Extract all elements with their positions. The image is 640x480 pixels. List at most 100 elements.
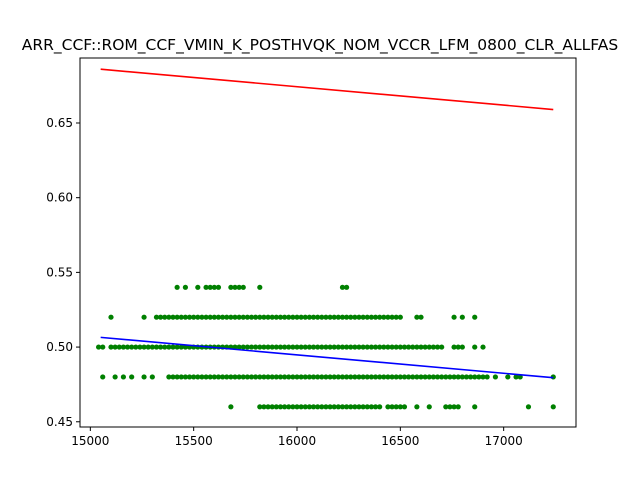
data-point — [356, 314, 362, 320]
data-point — [240, 344, 246, 350]
data-point — [166, 314, 172, 320]
trend-lines — [100, 68, 554, 379]
data-point — [389, 314, 395, 320]
data-point — [290, 314, 296, 320]
data-point — [306, 404, 312, 410]
data-point — [439, 374, 445, 380]
data-point — [459, 344, 465, 350]
data-point — [352, 404, 358, 410]
data-point — [141, 374, 147, 380]
data-point — [455, 374, 461, 380]
data-point — [282, 344, 288, 350]
data-point — [261, 374, 267, 380]
data-point — [368, 404, 374, 410]
data-point — [224, 374, 230, 380]
data-point — [162, 344, 168, 350]
data-point — [397, 404, 403, 410]
data-point — [315, 344, 321, 350]
data-point — [145, 344, 151, 350]
data-point — [344, 404, 350, 410]
data-point — [397, 374, 403, 380]
data-point — [141, 344, 147, 350]
data-point — [112, 374, 118, 380]
data-point — [277, 404, 284, 410]
data-point — [207, 314, 213, 320]
data-point — [220, 374, 226, 380]
data-point — [418, 374, 424, 380]
data-point — [430, 374, 436, 380]
data-point — [178, 344, 184, 350]
data-point — [472, 374, 478, 380]
data-point — [356, 344, 362, 350]
data-point — [290, 404, 296, 410]
data-point — [430, 344, 436, 350]
data-point — [203, 284, 209, 290]
data-point — [286, 344, 292, 350]
data-point — [492, 374, 498, 380]
x-tick-label: 16500 — [381, 434, 419, 448]
x-tick-label: 15500 — [175, 434, 213, 448]
data-point — [129, 344, 135, 350]
data-point — [327, 344, 333, 350]
data-point — [331, 374, 337, 380]
data-point — [286, 374, 292, 380]
data-point — [207, 284, 213, 290]
data-point — [480, 374, 486, 380]
data-point — [414, 314, 420, 320]
data-point — [480, 344, 486, 350]
data-point — [368, 344, 374, 350]
data-point — [414, 344, 420, 350]
data-point — [323, 344, 329, 350]
data-point — [257, 284, 263, 290]
data-point — [393, 404, 399, 410]
data-point — [372, 404, 379, 410]
data-point — [129, 374, 135, 380]
data-point — [178, 374, 184, 380]
data-point — [327, 314, 333, 320]
data-point — [459, 374, 465, 380]
data-point — [360, 374, 366, 380]
data-point — [339, 344, 346, 350]
data-point — [410, 344, 416, 350]
data-point — [261, 314, 267, 320]
data-point — [339, 404, 346, 410]
data-point — [339, 374, 346, 380]
data-point — [339, 284, 346, 290]
data-point — [306, 344, 312, 350]
data-point — [228, 314, 234, 320]
data-point — [298, 404, 304, 410]
data-point — [195, 284, 201, 290]
data-point — [282, 374, 288, 380]
data-point — [434, 344, 441, 350]
data-point — [377, 374, 383, 380]
data-point — [344, 374, 350, 380]
data-point — [211, 284, 217, 290]
data-point — [360, 344, 366, 350]
data-point — [377, 404, 383, 410]
data-point — [372, 344, 379, 350]
data-point — [348, 374, 354, 380]
data-point — [364, 404, 370, 410]
data-point — [372, 374, 379, 380]
trend-line-2 — [100, 336, 554, 379]
data-point — [447, 404, 453, 410]
data-point — [257, 344, 263, 350]
data-point — [120, 374, 126, 380]
data-point — [253, 344, 259, 350]
data-point — [273, 374, 279, 380]
data-point — [443, 374, 449, 380]
data-point — [472, 344, 478, 350]
data-point — [124, 344, 131, 350]
data-point — [186, 374, 193, 380]
data-point — [100, 344, 106, 350]
data-point — [294, 314, 300, 320]
data-point — [335, 344, 341, 350]
data-point — [356, 404, 362, 410]
data-point — [244, 314, 250, 320]
data-point — [215, 374, 222, 380]
data-point — [335, 314, 341, 320]
data-point — [269, 344, 275, 350]
data-point — [182, 374, 188, 380]
data-point — [273, 344, 279, 350]
